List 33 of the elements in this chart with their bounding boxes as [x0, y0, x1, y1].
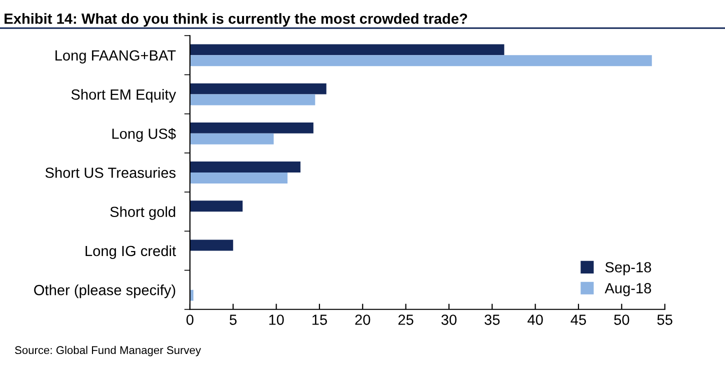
- x-tick-label: 30: [441, 314, 457, 325]
- bar: [190, 122, 314, 134]
- bar: [190, 55, 652, 66]
- x-tick-label: 40: [528, 314, 543, 325]
- y-tick-label: Short US Treasuries: [45, 167, 176, 178]
- bar: [190, 94, 316, 106]
- bar: [190, 240, 234, 251]
- y-tick-label: Other (please specify): [34, 284, 176, 298]
- bar: [190, 133, 274, 144]
- chart-title: Exhibit 14: What do you think is currently the most crowded trade?: [4, 13, 468, 27]
- x-tick-label: 55: [657, 314, 672, 325]
- x-tick-label: 5: [230, 314, 237, 325]
- legend-label: Sep-18: [605, 262, 652, 276]
- source-note: Source: Global Fund Manager Survey: [15, 346, 201, 356]
- y-tick-label: Long IG credit: [86, 245, 176, 260]
- x-tick-label: 50: [614, 314, 630, 325]
- x-tick-label: 45: [570, 314, 586, 325]
- bar: [190, 44, 504, 56]
- x-tick-label: 10: [269, 314, 284, 325]
- y-tick-label: Short EM Equity: [71, 89, 176, 103]
- y-tick-label: Short gold: [110, 206, 176, 220]
- x-tick-label: 35: [484, 314, 500, 325]
- bar: [190, 200, 243, 212]
- y-tick-label: Long FAANG+BAT: [56, 50, 176, 64]
- bar: [190, 172, 288, 184]
- x-tick-label: 25: [398, 314, 414, 325]
- x-tick-label: 0: [186, 314, 194, 325]
- x-tick-label: 15: [312, 314, 327, 325]
- bar: [190, 83, 326, 94]
- legend-label: Aug-18: [604, 283, 652, 296]
- y-tick-label: Long US$: [112, 128, 176, 142]
- x-tick-label: 20: [355, 314, 370, 325]
- bar: [190, 162, 300, 172]
